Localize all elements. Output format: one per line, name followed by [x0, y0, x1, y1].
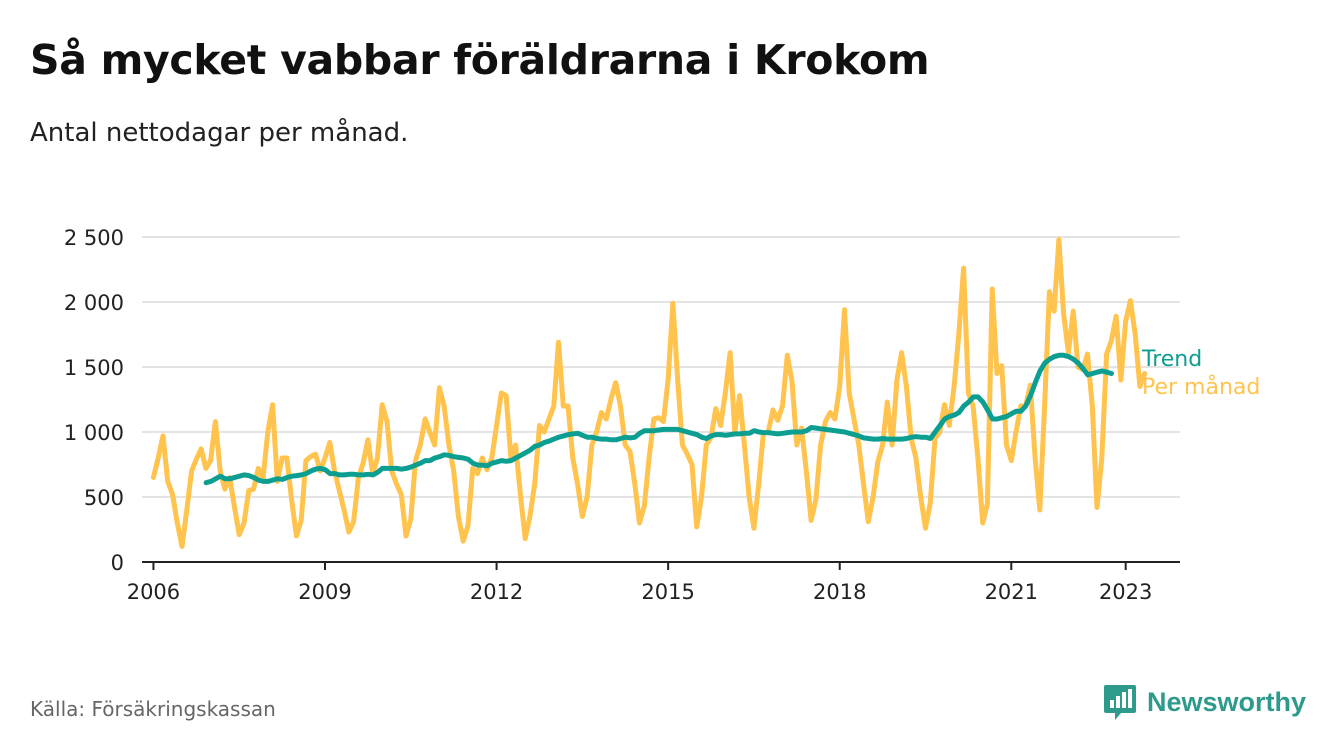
y-tick-label: 500: [84, 486, 124, 510]
chart-subtitle: Antal nettodagar per månad.: [30, 118, 409, 148]
x-tick-label: 2006: [127, 580, 180, 604]
x-tick-label: 2015: [641, 580, 694, 604]
y-tick-label: 2 500: [64, 226, 124, 250]
series-line-trend: [203, 352, 1114, 486]
newsworthy-logo-icon: [1104, 685, 1136, 720]
brand-name: Newsworthy: [1147, 686, 1307, 717]
y-tick-label: 2 000: [64, 291, 124, 315]
x-tick-label: 2012: [470, 580, 523, 604]
newsworthy-logo[interactable]: Newsworthy: [1103, 683, 1306, 721]
y-tick-label: 0: [111, 551, 124, 575]
x-tick-label: 2009: [298, 580, 351, 604]
y-tick-label: 1 000: [64, 421, 124, 445]
chart-title: Så mycket vabbar föräldrarna i Krokom: [30, 36, 930, 84]
series-line-per-manad: [150, 237, 1148, 549]
x-tick-label: 2023: [1099, 580, 1152, 604]
line-chart: 0 500 1 000 1 500 2 000 2 500 2006 2009 2012 201…: [64, 226, 1260, 604]
legend-label-trend: Trend: [1141, 347, 1202, 372]
source-note: Källa: Försäkringskassan: [30, 697, 276, 721]
legend-label-per-manad: Per månad: [1142, 374, 1260, 400]
y-tick-label: 1 500: [64, 356, 124, 380]
x-tick-label: 2021: [985, 580, 1038, 604]
x-tick-label: 2018: [813, 580, 866, 604]
